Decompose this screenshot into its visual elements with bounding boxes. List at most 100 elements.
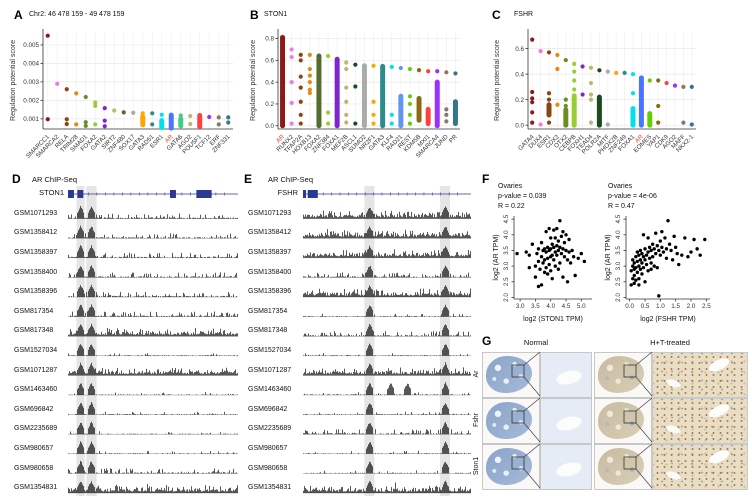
panel-d-gene-label: STON1 [39,188,64,197]
data-dot [389,64,394,69]
scatter-point [552,228,556,232]
track-signal [68,206,238,219]
data-dot [407,112,413,117]
scatter-point [680,253,684,257]
track-label: GSM1358397 [248,249,292,256]
scatter-point [542,270,547,275]
scatter-point [561,275,565,279]
scatter-point [570,248,574,253]
data-dot [150,111,155,116]
data-dot [344,85,349,90]
data-dot [140,111,145,116]
data-dot [572,87,577,92]
track-signal [303,480,471,493]
scatter-point [652,264,656,268]
ihc-image-normal-zoom-row2 [540,398,592,444]
tissue-zoom-texture [541,445,591,489]
data-dot [74,91,79,96]
track-signal [303,265,471,278]
track-signal [70,304,238,317]
data-dot [102,118,107,123]
y-tick-label: 2.0 [615,293,622,302]
data-dot [588,65,594,70]
track-signal [70,421,238,435]
data-dot [93,103,98,109]
track-signal [303,206,471,219]
scatter-point [657,294,661,298]
track-signal [68,481,238,493]
data-dot [538,122,543,127]
x-tick-label: 2.5 [702,303,711,310]
track-label: GSM1358400 [14,268,58,276]
scatter-point [646,269,650,273]
scatter-point [553,264,557,268]
data-dot [226,115,231,120]
scatter-point [562,255,567,259]
scatter-point [535,251,539,256]
scatter-point [650,242,655,246]
ihc-image-treated-low-row1 [594,352,652,398]
scatter-point [561,247,565,251]
scatter-point [527,253,531,257]
data-dot [307,80,312,85]
track-label: GSM1071287 [14,366,58,374]
scatter-point [641,265,646,270]
panel-label-b: B [250,8,259,22]
scatter-point [658,239,663,243]
y-tick-label: 0.0 [515,122,524,129]
scatter-point [654,231,658,235]
scatter-point [703,237,707,242]
track-label: GSM1071293 [248,209,292,217]
track-signal [68,323,238,337]
data-dot [647,78,652,83]
y-tick-label: 0.0 [265,123,274,130]
scatter-point [655,265,659,270]
scatter-point [650,255,655,259]
data-dot [159,112,164,117]
track-signal [68,362,238,376]
data-dot [656,120,661,125]
scatter-point [629,283,633,287]
tissue-section [598,356,645,394]
scatter-point [695,247,699,251]
scatter-point [565,280,570,284]
x-axis-title: log2 (STON1 TPM) [523,316,583,323]
track-label: GSM817354 [248,307,288,315]
data-dot [371,112,376,117]
tissue-section [486,356,533,394]
scatter-point [544,229,548,234]
scatter-point [640,251,644,256]
scatter-point [666,218,670,223]
data-dot [353,62,358,67]
track-label: GSM1358396 [248,288,292,296]
y-tick-label: 0.6 [515,46,524,53]
data-dot [131,110,136,115]
data-dot [630,72,636,77]
scatter-point [553,236,557,240]
scatter-point [545,272,550,276]
scatter-point [661,250,666,254]
scatter-point [638,267,643,271]
data-dot [530,110,535,115]
scatter-point [542,247,547,251]
scatter-point [559,234,564,239]
track-signal [303,441,471,454]
track-signal [68,265,237,278]
track-signal [303,422,471,435]
chart-panel-b: 0.0 0.2 0.4 0.6 0.8 STON1 Regulation potential… [250,11,460,160]
panel-e-gene-label: FSHR [277,188,298,197]
y-tick-label: 0.003 [23,79,39,86]
x-tick-label: 2.0 [687,303,696,310]
y-tick-label: 0.2 [515,97,524,104]
track-signal [303,324,471,337]
data-dot [298,121,303,126]
data-dot [572,69,577,74]
track-signal [303,245,471,258]
track-signal [303,304,471,317]
scatter-point [692,237,696,242]
tissue-zoom-texture [541,399,591,443]
scatter-point [515,251,519,256]
scatter-point [552,245,556,250]
scatter-point [660,245,664,250]
